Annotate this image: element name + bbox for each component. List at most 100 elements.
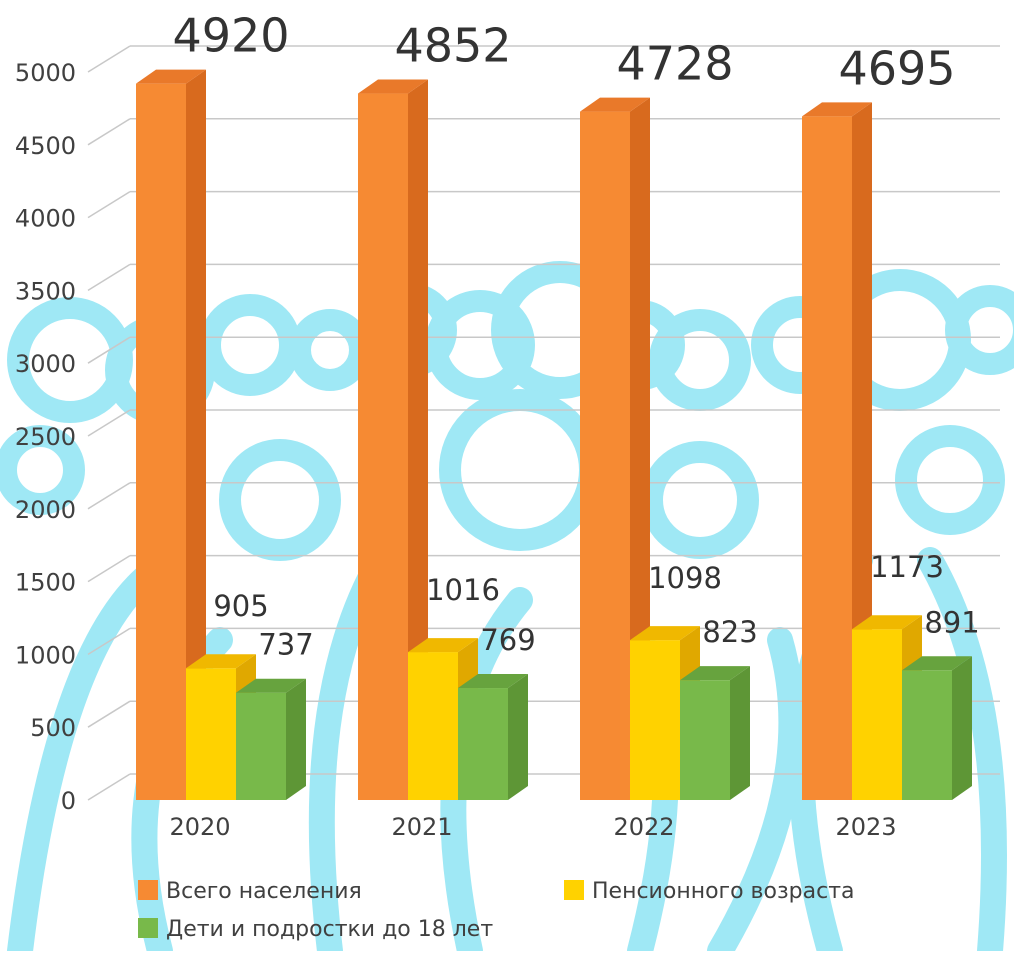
grid-stub-4 bbox=[87, 482, 131, 510]
silhouette-body-7 bbox=[707, 627, 805, 956]
bar-front bbox=[680, 680, 730, 800]
x-axis: 2020 2021 2022 2023 bbox=[169, 813, 896, 841]
legend-label: Дети и подростки до 18 лет bbox=[166, 917, 493, 942]
data-label: 4728 bbox=[616, 37, 733, 91]
legend-item-0: Всего населения bbox=[138, 879, 362, 904]
silhouette-head-13 bbox=[219, 439, 341, 561]
bar-front bbox=[852, 629, 902, 800]
bar-front bbox=[902, 670, 952, 800]
data-label: 1173 bbox=[870, 550, 944, 584]
bar-side bbox=[952, 656, 972, 800]
silhouette-head-14 bbox=[439, 389, 601, 551]
x-tick-label: 2023 bbox=[835, 813, 896, 841]
legend-item-1: Пенсионного возраста bbox=[564, 879, 855, 904]
bar-top bbox=[236, 678, 306, 693]
bar-2020-2 bbox=[236, 678, 306, 800]
bar-top bbox=[902, 656, 972, 671]
legend-swatch bbox=[138, 918, 158, 938]
silhouette-head-15 bbox=[641, 441, 759, 559]
data-label: 4695 bbox=[838, 41, 955, 95]
grid-stub-10 bbox=[87, 45, 131, 73]
y-tick-label: 1500 bbox=[15, 569, 76, 597]
bar-top bbox=[630, 626, 700, 641]
silhouette-head-3 bbox=[289, 309, 371, 391]
y-tick-label: 4500 bbox=[15, 132, 76, 160]
bar-front bbox=[136, 83, 186, 800]
silhouette-head-16 bbox=[895, 425, 1005, 535]
silhouette-head-12 bbox=[0, 425, 85, 515]
silhouette-head-5 bbox=[425, 290, 535, 400]
y-tick-label: 0 bbox=[61, 787, 76, 815]
legend-swatch bbox=[138, 880, 158, 900]
bar-2022-2 bbox=[680, 666, 750, 800]
y-tick-label: 2500 bbox=[15, 423, 76, 451]
bar-side bbox=[630, 97, 650, 800]
bar-front bbox=[630, 640, 680, 800]
bar-top bbox=[802, 102, 872, 117]
grid-stub-7 bbox=[87, 263, 131, 292]
bar-side bbox=[508, 674, 528, 800]
grid-stub-2 bbox=[87, 627, 131, 656]
bar-2023-2 bbox=[902, 656, 972, 800]
bar-top bbox=[186, 654, 256, 669]
grid-stub-8 bbox=[87, 190, 131, 219]
legend: Всего населения Пенсионного возраста Дети … bbox=[138, 879, 855, 942]
bar-side bbox=[730, 666, 750, 800]
bar-top bbox=[580, 97, 650, 112]
grid-stub-0 bbox=[87, 773, 131, 801]
bar-front bbox=[580, 111, 630, 800]
grid-stub-3 bbox=[87, 554, 131, 583]
grid-stub-6 bbox=[87, 336, 131, 364]
bar-front bbox=[186, 668, 236, 800]
y-tick-label: 1000 bbox=[15, 641, 76, 669]
bar-front bbox=[236, 692, 286, 800]
bar-top bbox=[458, 674, 528, 689]
legend-swatch bbox=[564, 880, 584, 900]
bar-2021-2 bbox=[458, 674, 528, 800]
y-tick-label: 2000 bbox=[15, 496, 76, 524]
grid-stub-5 bbox=[87, 409, 131, 437]
data-label: 891 bbox=[924, 605, 979, 639]
bar-2022-0 bbox=[580, 97, 650, 800]
grid-stub-9 bbox=[87, 118, 131, 146]
bar-front bbox=[458, 688, 508, 800]
y-tick-label: 3500 bbox=[15, 277, 76, 305]
data-label: 4852 bbox=[394, 19, 511, 73]
bar-top bbox=[852, 615, 922, 630]
bar-top bbox=[358, 79, 428, 94]
x-tick-label: 2020 bbox=[169, 813, 230, 841]
silhouette-head-8 bbox=[649, 309, 751, 411]
data-label: 823 bbox=[702, 615, 757, 649]
legend-item-2: Дети и подростки до 18 лет bbox=[138, 917, 493, 942]
data-labels: 4920 905 737 4852 1016 769 4728 1098 823 4695 1173… bbox=[172, 9, 979, 662]
bar-top bbox=[680, 666, 750, 681]
bar-front bbox=[408, 652, 458, 800]
bar-side bbox=[408, 79, 428, 800]
x-tick-label: 2022 bbox=[613, 813, 674, 841]
silhouette-head-2 bbox=[199, 294, 301, 396]
grid-stub-1 bbox=[87, 700, 131, 728]
bar-side bbox=[186, 69, 206, 800]
data-label: 4920 bbox=[172, 9, 289, 63]
bar-front bbox=[802, 116, 852, 800]
bar-top bbox=[136, 69, 206, 84]
legend-label: Пенсионного возраста bbox=[592, 879, 855, 904]
bar-2020-0 bbox=[136, 69, 206, 800]
bars bbox=[136, 69, 972, 800]
y-tick-label: 5000 bbox=[15, 59, 76, 87]
y-axis: 0 500 1000 1500 2000 2500 3000 3500 4000 4500 5000 bbox=[15, 59, 76, 815]
data-label: 905 bbox=[213, 589, 268, 623]
y-tick-label: 500 bbox=[30, 714, 76, 742]
data-label: 1098 bbox=[648, 561, 722, 595]
bar-side bbox=[286, 678, 306, 800]
x-tick-label: 2021 bbox=[391, 813, 452, 841]
silhouette-head-11 bbox=[945, 285, 1014, 375]
bar-top bbox=[408, 638, 478, 653]
data-label: 769 bbox=[480, 623, 535, 657]
y-tick-label: 3000 bbox=[15, 350, 76, 378]
y-tick-label: 4000 bbox=[15, 205, 76, 233]
silhouette-body-5 bbox=[917, 547, 1007, 956]
bar-front bbox=[358, 93, 408, 800]
